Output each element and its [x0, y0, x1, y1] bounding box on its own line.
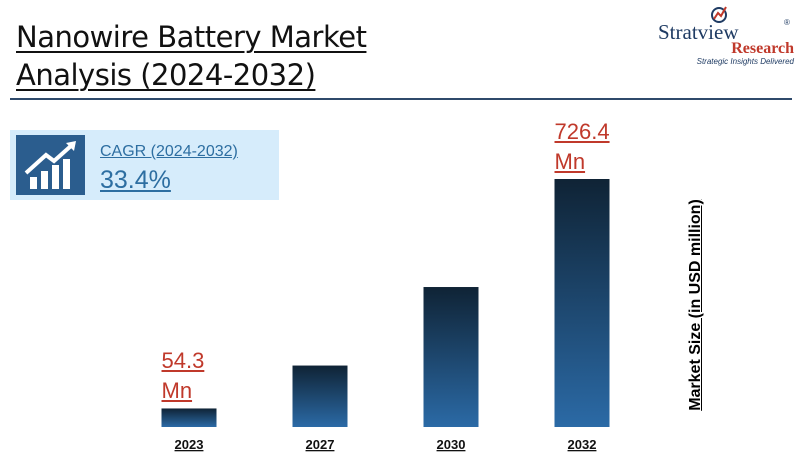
data-label-value: 726.4	[554, 119, 610, 144]
title-divider	[10, 98, 792, 100]
data-label-value: 54.3	[161, 348, 205, 374]
brand-logo: Stratview ® Research Strategic Insights …	[650, 4, 800, 66]
cagr-label: CAGR (2024-2032)	[100, 143, 238, 160]
logo-sub: Research	[731, 40, 794, 57]
x-tick-2027: 2027	[306, 437, 335, 452]
cagr-value: 33.4%	[100, 166, 171, 194]
page-title: Nanowire Battery Market Analysis (2024-2…	[16, 18, 367, 94]
data-label-unit: Mn	[161, 378, 193, 404]
x-tick-2032: 2032	[568, 437, 597, 452]
title-line-1: Nanowire Battery Market	[16, 20, 367, 54]
logo-name: Stratview	[658, 20, 739, 44]
logo-mark-icon	[711, 6, 727, 23]
data-label-unit: Mn	[554, 149, 586, 174]
logo-registered: ®	[784, 18, 790, 27]
growth-chart-icon	[16, 135, 85, 195]
logo-tagline: Strategic Insights Delivered	[696, 57, 794, 66]
bar-2032	[554, 179, 610, 427]
bar-2030	[423, 287, 479, 427]
x-tick-2023: 2023	[175, 437, 204, 452]
data-label-2032: 726.4 Mn	[555, 117, 610, 177]
x-tick-2030: 2030	[437, 437, 466, 452]
title-line-2: Analysis (2024-2032)	[16, 58, 316, 92]
bar-2027	[292, 365, 348, 427]
y-axis-label: Market Size (in USD million)	[687, 199, 704, 411]
data-label-2023: 54.3 Mn	[162, 346, 205, 406]
cagr-panel: CAGR (2024-2032) 33.4%	[10, 130, 279, 200]
bar-2023	[161, 408, 217, 427]
